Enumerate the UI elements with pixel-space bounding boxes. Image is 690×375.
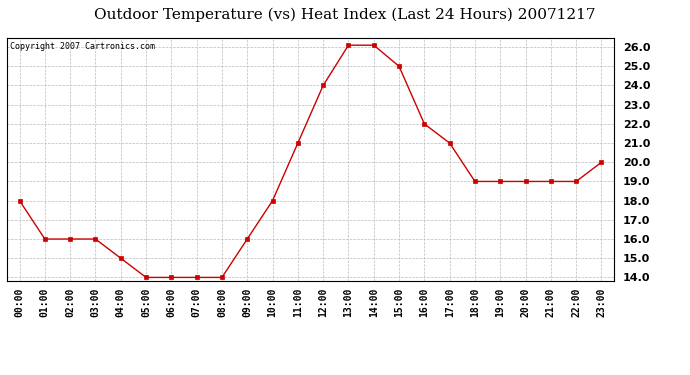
Text: Outdoor Temperature (vs) Heat Index (Last 24 Hours) 20071217: Outdoor Temperature (vs) Heat Index (Las…: [95, 8, 595, 22]
Text: Copyright 2007 Cartronics.com: Copyright 2007 Cartronics.com: [10, 42, 155, 51]
